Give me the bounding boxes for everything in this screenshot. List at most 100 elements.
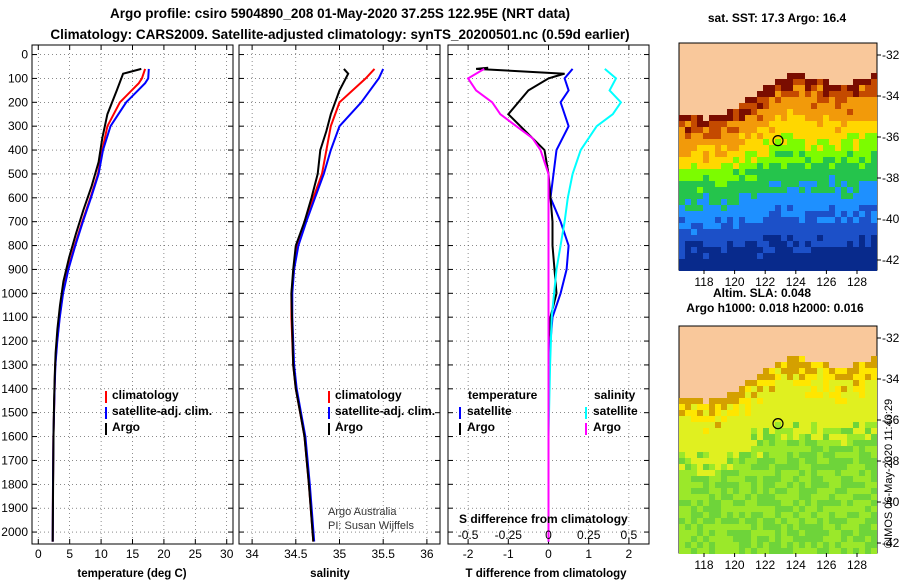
map-cell (859, 452, 865, 458)
map-cell (781, 530, 787, 536)
map-cell (823, 151, 829, 157)
map-cell (799, 115, 805, 121)
map-cell (679, 440, 685, 446)
map-cell (727, 145, 733, 151)
map-cell (745, 398, 751, 404)
map-cell (871, 362, 877, 368)
map-cell (763, 446, 769, 452)
map-cell (745, 434, 751, 440)
map-cell (817, 452, 823, 458)
map-cell (697, 115, 703, 121)
map-cell (697, 151, 703, 157)
map-cell (727, 452, 733, 458)
map-cell (829, 488, 835, 494)
map-cell (775, 253, 781, 259)
map-cell (871, 476, 877, 482)
map-cell (847, 121, 853, 127)
map-cell (793, 416, 799, 422)
map-cell (853, 265, 859, 271)
map-cell (775, 470, 781, 476)
map-cell (781, 434, 787, 440)
map-cell (835, 187, 841, 193)
map-cell (841, 241, 847, 247)
x-tick-label: 0 (35, 547, 42, 561)
map-cell (859, 458, 865, 464)
map-cell (727, 127, 733, 133)
map-cell (709, 157, 715, 163)
map-cell (703, 422, 709, 428)
map-cell (775, 500, 781, 506)
map-cell (721, 163, 727, 169)
map-cell (775, 109, 781, 115)
map-cell (697, 452, 703, 458)
temperature-xlabel: temperature (deg C) (77, 568, 186, 580)
map-cell (871, 482, 877, 488)
map-cell (685, 518, 691, 524)
map-cell (841, 127, 847, 133)
map-cell (841, 404, 847, 410)
map-cell (787, 127, 793, 133)
map-cell (841, 145, 847, 151)
map-cell (799, 428, 805, 434)
map-cell (775, 524, 781, 530)
map-cell (733, 446, 739, 452)
map-cell (721, 175, 727, 181)
map-cell (805, 464, 811, 470)
map-cell (703, 199, 709, 205)
map-cell (685, 494, 691, 500)
map-cell (751, 548, 757, 554)
map-cell (763, 386, 769, 392)
lat-tick-label: -42 (882, 536, 900, 550)
map-cell (835, 163, 841, 169)
map-cell (763, 410, 769, 416)
map-cell (709, 205, 715, 211)
map-cell (715, 223, 721, 229)
map-cell (739, 175, 745, 181)
map-cell (715, 247, 721, 253)
map-cell (799, 139, 805, 145)
map-cell (727, 265, 733, 271)
map-cell (709, 187, 715, 193)
map-cell (727, 410, 733, 416)
map-cell (787, 446, 793, 452)
map-cell (859, 422, 865, 428)
map-cell (871, 374, 877, 380)
map-cell (799, 103, 805, 109)
map-cell (805, 500, 811, 506)
lon-tick-label: 124 (786, 275, 806, 289)
map-cell (775, 428, 781, 434)
map-cell (781, 488, 787, 494)
map-cell (691, 410, 697, 416)
map-cell (799, 91, 805, 97)
map-cell (829, 115, 835, 121)
map-cell (817, 199, 823, 205)
map-cell (697, 512, 703, 518)
map-cell (715, 151, 721, 157)
map-cell (781, 157, 787, 163)
map-cell (679, 398, 685, 404)
map-cell (685, 524, 691, 530)
depth-tick-label: 2000 (1, 525, 28, 539)
map-cell (817, 253, 823, 259)
map-cell (757, 241, 763, 247)
lon-tick-label: 118 (694, 558, 713, 572)
map-cell (733, 518, 739, 524)
map-cell (781, 247, 787, 253)
map-cell (679, 536, 685, 542)
map-cell (757, 109, 763, 115)
map-cell (787, 187, 793, 193)
map-cell (847, 109, 853, 115)
map-cell (679, 157, 685, 163)
map-cell (685, 139, 691, 145)
map-cell (871, 452, 877, 458)
map-cell (781, 386, 787, 392)
map-cell (805, 476, 811, 482)
map-cell (829, 524, 835, 530)
map-cell (811, 247, 817, 253)
map-cell (703, 175, 709, 181)
map-cell (793, 127, 799, 133)
map-cell (823, 494, 829, 500)
map-cell (739, 163, 745, 169)
map-cell (835, 386, 841, 392)
map-cell (811, 235, 817, 241)
